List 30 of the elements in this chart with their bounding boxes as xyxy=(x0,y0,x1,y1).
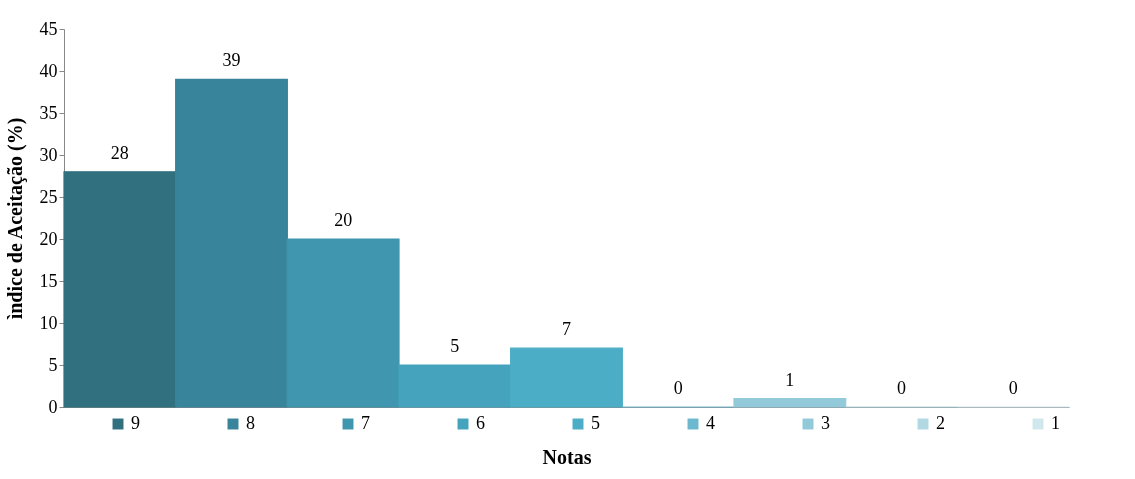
y-tick-label: 35 xyxy=(39,102,58,123)
data-label: 0 xyxy=(897,378,906,398)
y-tick-label: 25 xyxy=(39,186,58,207)
y-tick-label: 0 xyxy=(48,396,58,417)
y-axis-title: ìndice de Aceitação (%) xyxy=(3,117,27,321)
y-tick-label: 30 xyxy=(39,144,58,165)
data-label: 28 xyxy=(110,142,129,163)
y-tick-label: 40 xyxy=(39,60,58,81)
data-label: 0 xyxy=(1008,378,1018,398)
x-axis-title: Notas xyxy=(542,445,592,468)
y-tick-label: 15 xyxy=(39,270,58,291)
data-label: 5 xyxy=(450,336,460,356)
y-tick-label: 5 xyxy=(48,354,58,375)
legend-label: 1 xyxy=(1051,413,1060,433)
data-label: 7 xyxy=(562,319,571,340)
data-label: 0 xyxy=(673,378,683,398)
legend-label: 3 xyxy=(821,413,830,433)
legend-label: 8 xyxy=(246,413,255,433)
y-tick-label: 20 xyxy=(39,228,58,249)
legend-label: 4 xyxy=(706,413,715,433)
data-label: 20 xyxy=(334,210,353,230)
y-tick-label: 10 xyxy=(39,312,58,333)
y-tick-label: 45 xyxy=(39,18,58,39)
legend-label: 6 xyxy=(476,413,485,433)
legend-label: 5 xyxy=(591,413,600,433)
legend-label: 7 xyxy=(361,413,370,433)
legend-label: 2 xyxy=(936,413,945,433)
legend-label: 9 xyxy=(131,413,140,433)
data-label: 39 xyxy=(222,50,241,71)
data-label: 1 xyxy=(785,369,795,390)
